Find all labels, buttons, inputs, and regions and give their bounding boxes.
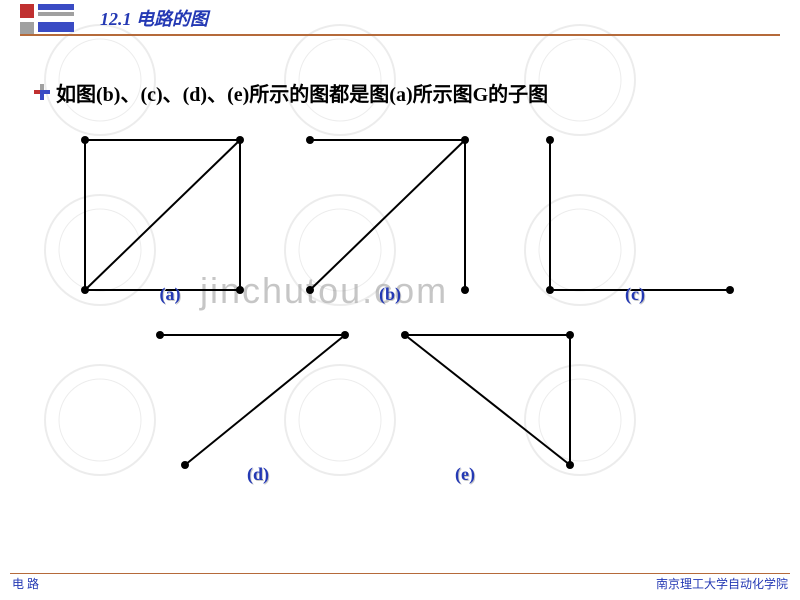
header-title: 12.1 电路的图: [100, 5, 208, 31]
diagram-area: (a) (b) (c) (d) (e): [0, 130, 800, 560]
header-icon: [20, 4, 90, 36]
label-a: (a): [150, 284, 190, 305]
slide-header: 12.1 电路的图: [0, 0, 800, 36]
footer-line: [10, 573, 790, 574]
footer-right: 南京理工大学自动化学院: [656, 575, 788, 592]
label-c: (c): [615, 284, 655, 305]
bullet-icon: [34, 84, 50, 100]
label-b: (b): [370, 284, 410, 305]
label-d: (d): [238, 464, 278, 485]
label-e: (e): [445, 464, 485, 485]
footer-left: 电 路: [12, 575, 39, 592]
header-underline: [20, 34, 780, 36]
main-statement: 如图(b)、(c)、(d)、(e)所示的图都是图(a)所示图G的子图: [56, 78, 548, 107]
diagrams-svg: [0, 130, 800, 560]
